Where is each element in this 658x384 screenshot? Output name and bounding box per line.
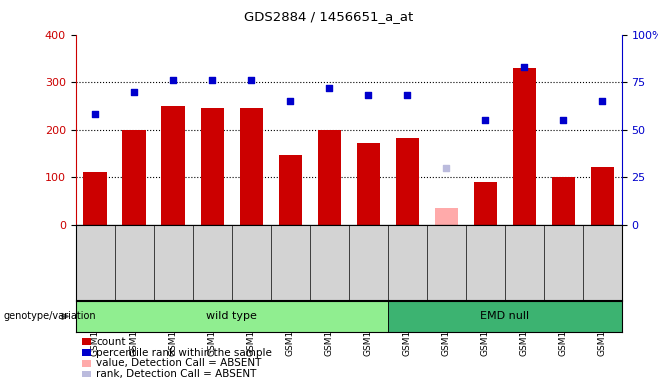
Bar [474,182,497,225]
Point [324,85,334,91]
Point [402,92,413,98]
Point [207,77,217,83]
Bar [318,130,341,225]
Bar [76,301,388,332]
Point [363,92,374,98]
Point [558,117,569,123]
Text: genotype/variation: genotype/variation [3,311,96,321]
Bar [513,68,536,225]
Text: wild type: wild type [206,311,257,321]
Point [129,89,139,95]
Point [597,98,607,104]
Bar [434,208,458,225]
Bar [388,301,622,332]
Bar [240,108,263,225]
Bar [84,172,107,225]
Point [246,77,257,83]
Bar [395,138,419,225]
Point [168,77,178,83]
Point [90,111,101,118]
Bar [551,177,575,225]
Bar [201,108,224,225]
Bar [122,130,146,225]
Point [480,117,490,123]
Bar [591,167,614,225]
Point [441,165,451,171]
Text: count: count [96,337,126,347]
Text: rank, Detection Call = ABSENT: rank, Detection Call = ABSENT [96,369,257,379]
Bar [357,143,380,225]
Text: GDS2884 / 1456651_a_at: GDS2884 / 1456651_a_at [244,10,414,23]
Bar [161,106,185,225]
Point [285,98,295,104]
Bar [278,155,302,225]
Text: EMD null: EMD null [480,311,529,321]
Text: value, Detection Call = ABSENT: value, Detection Call = ABSENT [96,358,261,368]
Point [519,64,530,70]
Text: percentile rank within the sample: percentile rank within the sample [96,348,272,358]
